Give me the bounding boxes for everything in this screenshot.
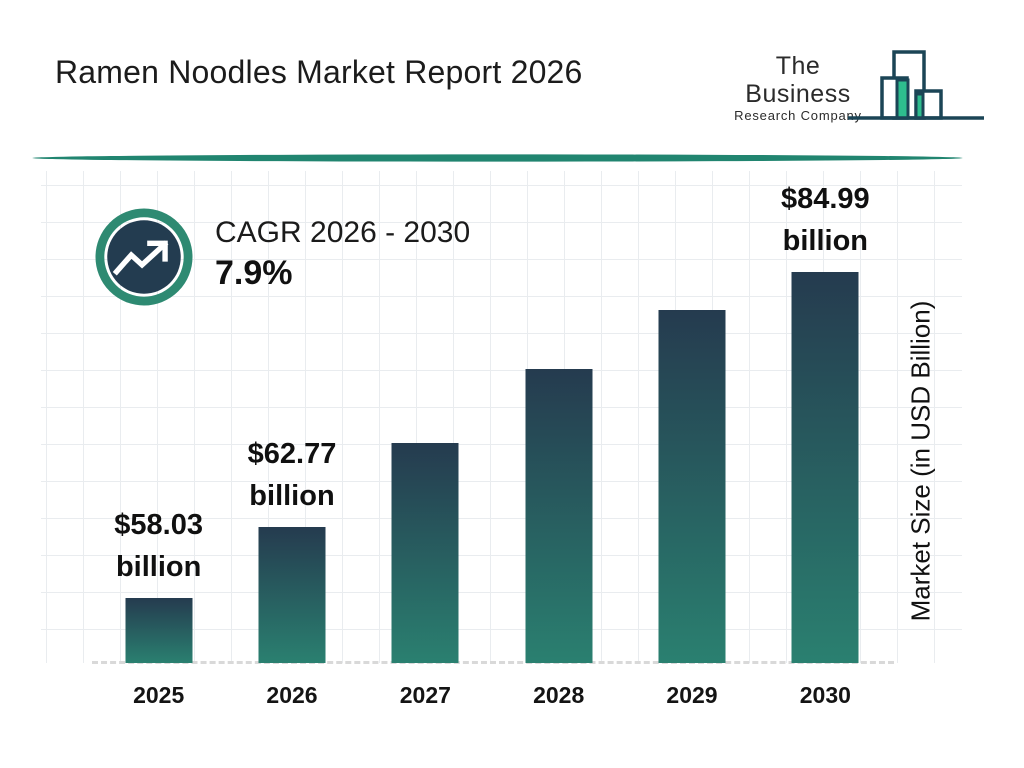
x-tick-2029: 2029 [666, 682, 718, 708]
logo-bars-icon [848, 50, 984, 120]
logo-text-secondary: Research Company [734, 108, 862, 123]
cagr-value: 7.9% [215, 254, 293, 292]
x-tick-2025: 2025 [133, 682, 185, 708]
x-tick-2030: 2030 [799, 682, 851, 708]
bar-column-2027: 2027 [359, 170, 492, 708]
bar-value-label-2025: $58.03 billion [44, 504, 274, 588]
bar-value-amount: $84.99 [780, 183, 870, 215]
cagr-text: CAGR 2026 - 2030 7.9% [215, 208, 470, 306]
bar-value-unit: billion [249, 480, 335, 512]
logo-text: The Business Research Company [722, 52, 874, 124]
bar-2027 [391, 443, 459, 663]
bar-value-label-2030: $84.99 billion [710, 178, 940, 262]
cagr-badge: CAGR 2026 - 2030 7.9% [95, 208, 470, 306]
bar-2030 [791, 272, 859, 663]
y-axis-title: Market Size (in USD Billion) [905, 300, 936, 622]
x-axis-baseline [92, 661, 894, 664]
bar-value-amount: $62.77 [247, 438, 337, 470]
bar-value-amount: $58.03 [114, 509, 203, 541]
x-tick-2028: 2028 [533, 682, 585, 708]
bar-2028 [525, 369, 593, 663]
company-logo: The Business Research Company [722, 36, 986, 124]
bar-chart: $58.03 billion 2025 $62.77 billion 2026 2027 20… [92, 170, 892, 708]
bar-column-2026: $62.77 billion 2026 [225, 170, 358, 708]
bar-column-2028: 2028 [492, 170, 625, 708]
trend-up-icon [95, 208, 193, 306]
x-tick-2026: 2026 [266, 682, 318, 708]
x-tick-2027: 2027 [399, 682, 451, 708]
cagr-label: CAGR 2026 - 2030 [215, 216, 471, 249]
bar-2025 [125, 598, 193, 663]
page-title: Ramen Noodles Market Report 2026 [55, 54, 583, 90]
bar-value-unit: billion [115, 551, 202, 583]
bar-column-2029: 2029 [625, 170, 758, 708]
logo-text-primary: The Business [745, 52, 851, 108]
bar-column-2025: $58.03 billion 2025 [92, 170, 225, 708]
bar-2029 [658, 310, 726, 663]
bar-value-unit: billion [782, 225, 868, 257]
bar-value-label-2026: $62.77 billion [177, 433, 407, 517]
bar-2026 [258, 527, 326, 663]
divider-line [32, 154, 963, 162]
bar-column-2030: $84.99 billion 2030 [759, 170, 892, 708]
